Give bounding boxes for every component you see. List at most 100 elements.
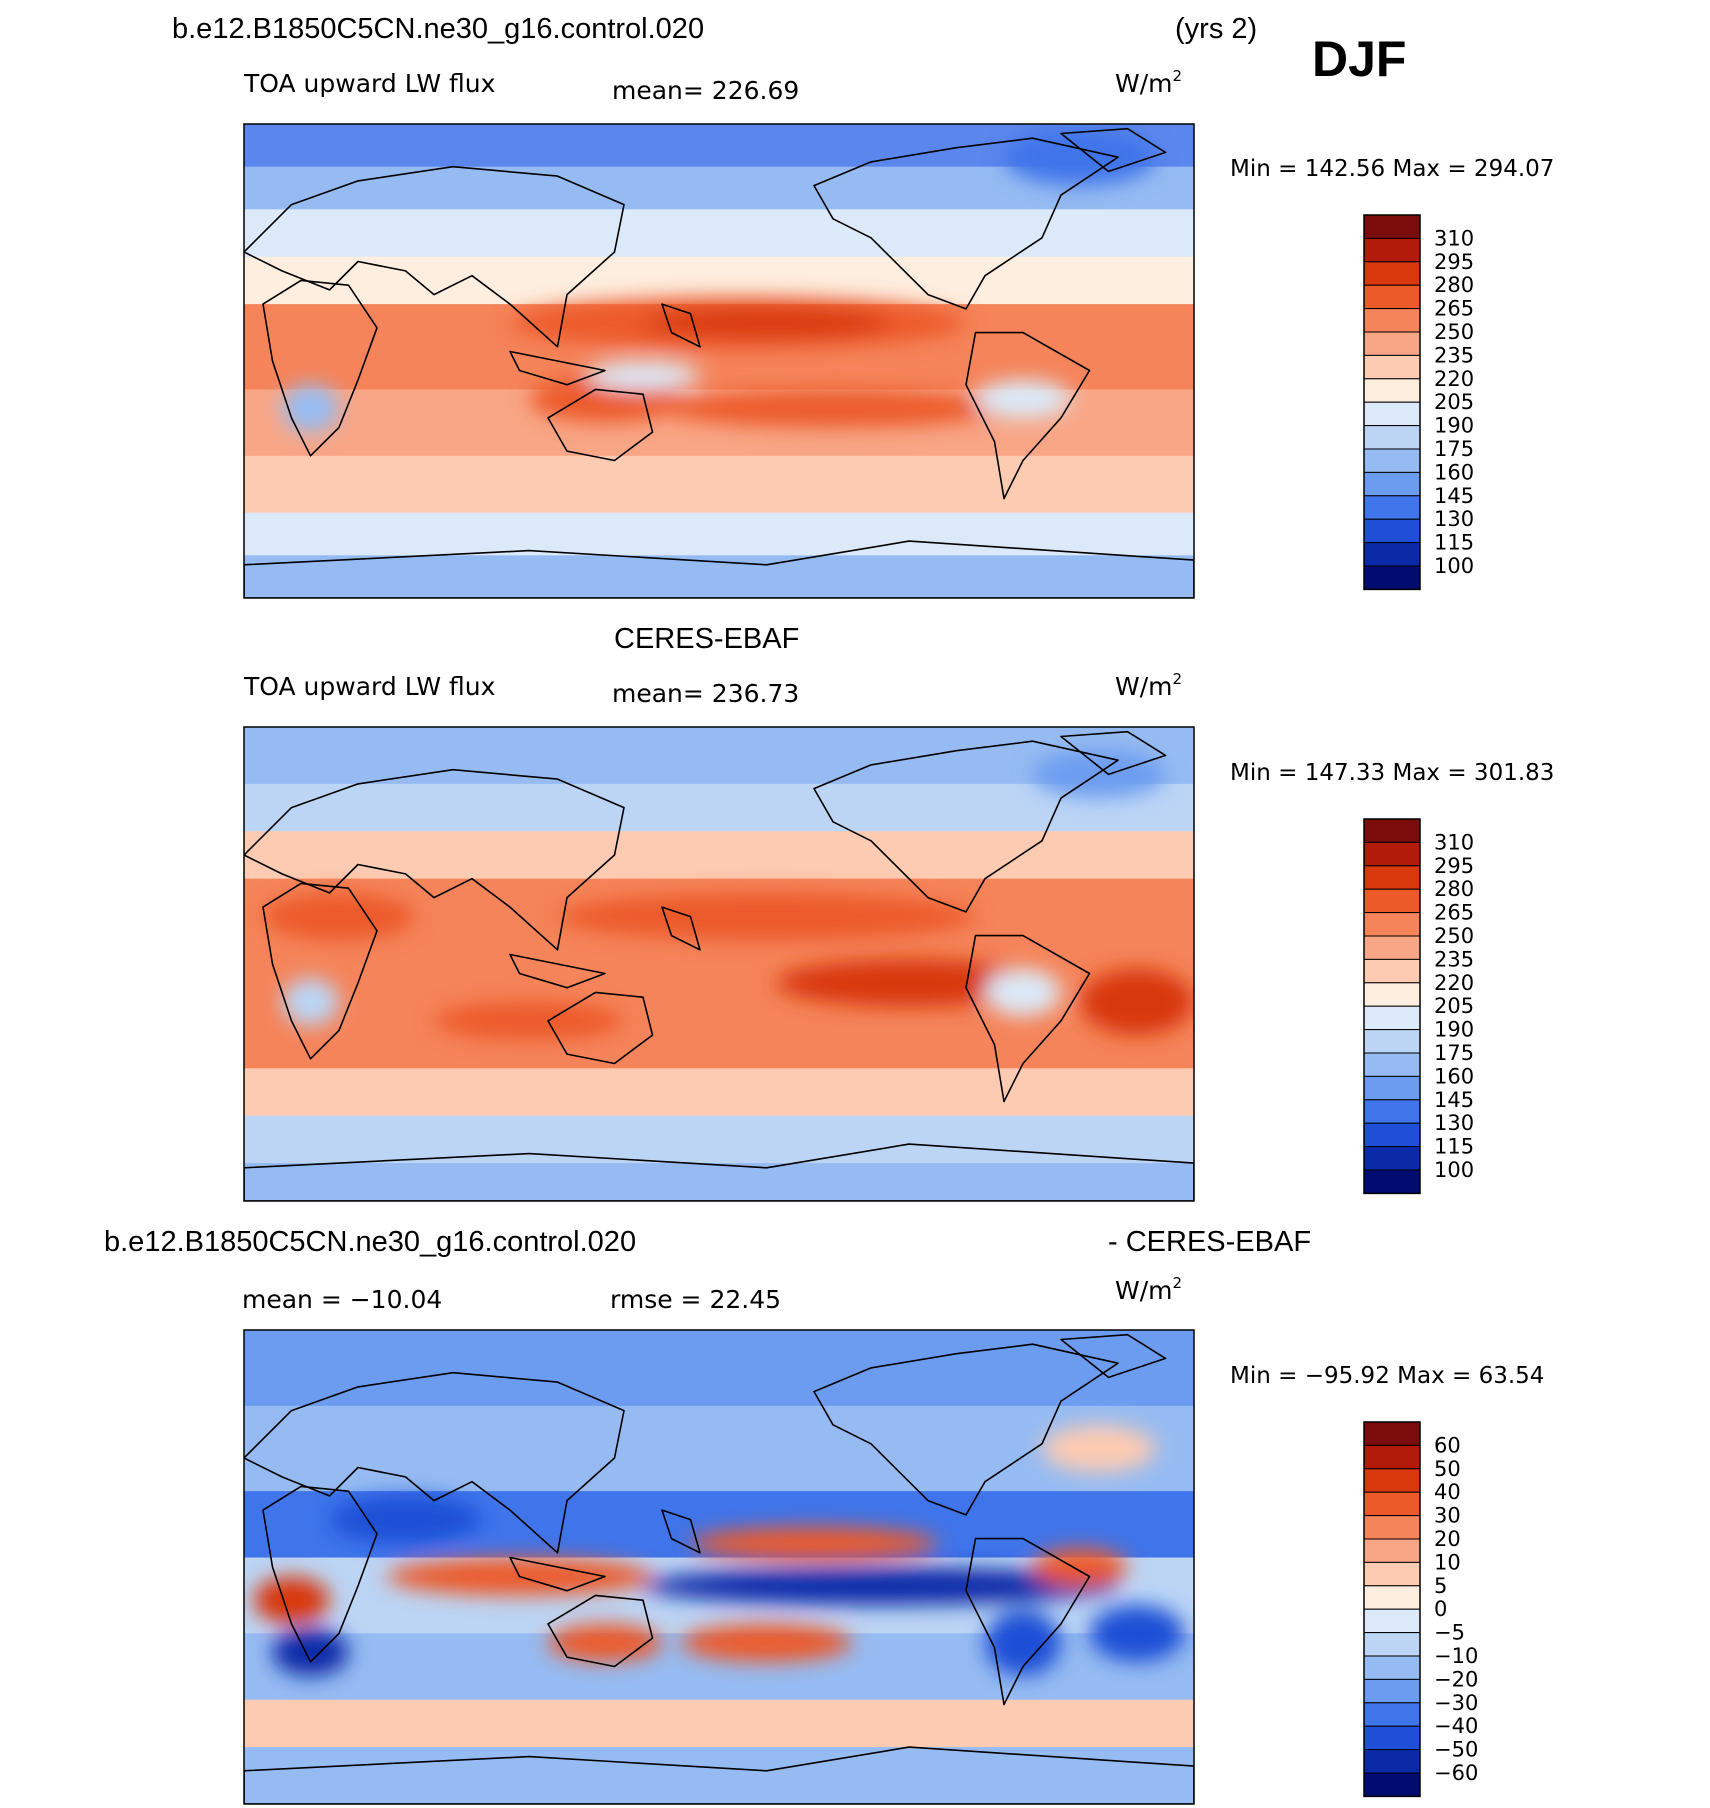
colorbar-tick-label: 50 bbox=[1434, 1457, 1461, 1481]
coastline bbox=[509, 953, 606, 989]
colorbar-tick-label: 235 bbox=[1434, 947, 1474, 971]
field-band bbox=[244, 256, 1194, 306]
units-sup: 2 bbox=[1173, 670, 1183, 688]
field-band bbox=[244, 1068, 1194, 1117]
coastline bbox=[244, 768, 625, 951]
colorbar-tick-label: 100 bbox=[1434, 1158, 1474, 1182]
field-anomaly bbox=[690, 1526, 938, 1560]
field-anomaly bbox=[985, 1609, 1061, 1677]
colorbar-swatch bbox=[1363, 1122, 1421, 1148]
panel-diff-frame bbox=[243, 1329, 1195, 1805]
panel-model-mean: mean= 226.69 bbox=[612, 76, 799, 105]
field-anomaly bbox=[434, 1001, 624, 1040]
colorbar-tick-label: −10 bbox=[1434, 1644, 1478, 1668]
colorbar-swatch bbox=[1363, 1005, 1421, 1031]
field-band bbox=[244, 1330, 1194, 1407]
colorbar-swatch bbox=[1363, 1169, 1421, 1194]
panel-obs: CERES-EBAF TOA upward LW flux mean= 236.… bbox=[243, 623, 1554, 1202]
coastline bbox=[1060, 1333, 1167, 1379]
panel-model-minmax: Min = 142.56 Max = 294.07 bbox=[1230, 156, 1554, 182]
colorbar-swatch bbox=[1363, 261, 1421, 286]
colorbar-swatch bbox=[1363, 1468, 1421, 1493]
colorbar-swatch bbox=[1363, 935, 1421, 960]
field-anomaly bbox=[1004, 128, 1156, 186]
colorbar-tick-label: 10 bbox=[1434, 1550, 1461, 1574]
colorbar-swatch bbox=[1363, 865, 1421, 890]
panel-diff-rmse: rmse = 22.45 bbox=[610, 1285, 781, 1314]
colorbar-swatch bbox=[1363, 1585, 1421, 1610]
panel-obs-colorbar: 3102952802652502352202051901751601451301… bbox=[1363, 818, 1474, 1195]
colorbar-swatch bbox=[1363, 1146, 1421, 1171]
field-anomaly bbox=[586, 361, 700, 390]
units-base: W/m bbox=[1115, 69, 1173, 98]
colorbar-tick-label: −5 bbox=[1434, 1621, 1465, 1645]
coastline bbox=[509, 350, 606, 386]
colorbar-tick-label: 250 bbox=[1434, 320, 1474, 344]
coastline bbox=[965, 331, 1091, 500]
coastline bbox=[813, 137, 1119, 310]
panel-obs-units: W/m2 bbox=[1115, 670, 1182, 701]
colorbar-tick-label: −30 bbox=[1434, 1691, 1478, 1715]
colorbar-tick-label: −40 bbox=[1434, 1714, 1478, 1738]
panel-obs-map bbox=[244, 727, 1194, 1201]
field-band bbox=[244, 1699, 1194, 1749]
field-band bbox=[244, 512, 1194, 557]
colorbar-tick-label: 220 bbox=[1434, 971, 1474, 995]
field-band bbox=[244, 455, 1194, 514]
colorbar-tick-label: 20 bbox=[1434, 1527, 1461, 1551]
field-anomaly bbox=[272, 1628, 349, 1677]
coastlines bbox=[244, 730, 1194, 1201]
colorbar-tick-label: 175 bbox=[1434, 437, 1474, 461]
colorbar-tick-label: 100 bbox=[1434, 554, 1474, 578]
years-label: (yrs 2) bbox=[1175, 13, 1257, 45]
coastline bbox=[661, 303, 701, 348]
field-anomaly bbox=[662, 389, 1004, 428]
coastline bbox=[244, 540, 1194, 598]
coastline bbox=[244, 1371, 625, 1554]
colorbar-tick-label: 220 bbox=[1434, 367, 1474, 391]
coastline bbox=[262, 882, 378, 1060]
colorbar-swatch bbox=[1363, 471, 1421, 497]
coastline bbox=[547, 1594, 654, 1668]
colorbar-swatch bbox=[1363, 1099, 1421, 1124]
field-anomaly bbox=[1089, 1604, 1185, 1662]
field-anomaly bbox=[557, 892, 976, 941]
panel-model-frame bbox=[243, 123, 1195, 599]
field-anomaly bbox=[253, 1576, 330, 1624]
field-anomaly bbox=[681, 1623, 852, 1662]
colorbar-swatch bbox=[1363, 1444, 1421, 1470]
colorbar-swatch bbox=[1363, 1678, 1421, 1704]
coastline bbox=[661, 1509, 701, 1554]
field-band bbox=[244, 783, 1194, 833]
colorbar-swatch bbox=[1363, 912, 1421, 937]
colorbar-tick-label: 205 bbox=[1434, 994, 1474, 1018]
colorbar-swatch bbox=[1363, 378, 1421, 403]
coastlines bbox=[244, 127, 1194, 598]
colorbar-tick-label: 280 bbox=[1434, 273, 1474, 297]
season-label: DJF bbox=[1312, 31, 1406, 87]
coastline bbox=[244, 1746, 1194, 1804]
panel-model-colorbar: 3102952802652502352202051901751601451301… bbox=[1363, 214, 1474, 591]
field-anomalies bbox=[253, 1424, 1185, 1677]
coastline bbox=[1060, 730, 1167, 776]
colorbar-swatch bbox=[1363, 1052, 1421, 1077]
colorbar-tick-label: 310 bbox=[1434, 830, 1474, 854]
diff-case-title: b.e12.B1850C5CN.ne30_g16.control.020 bbox=[104, 1226, 636, 1258]
colorbar-swatch bbox=[1363, 518, 1421, 544]
colorbar-tick-label: 40 bbox=[1434, 1480, 1461, 1504]
coastline bbox=[244, 165, 625, 348]
colorbar-tick-label: −50 bbox=[1434, 1738, 1478, 1762]
field-band bbox=[244, 831, 1194, 880]
colorbar-swatch bbox=[1363, 214, 1421, 239]
colorbar-tick-label: 115 bbox=[1434, 1135, 1474, 1159]
coastline bbox=[509, 1556, 606, 1592]
field-anomaly bbox=[985, 968, 1061, 1017]
coastline bbox=[965, 1537, 1091, 1706]
panel-obs-minmax: Min = 147.33 Max = 301.83 bbox=[1230, 760, 1554, 786]
coastline bbox=[1060, 127, 1167, 173]
colorbar-tick-label: 0 bbox=[1434, 1597, 1447, 1621]
colorbar-swatch bbox=[1363, 982, 1421, 1007]
coastline bbox=[262, 279, 378, 457]
